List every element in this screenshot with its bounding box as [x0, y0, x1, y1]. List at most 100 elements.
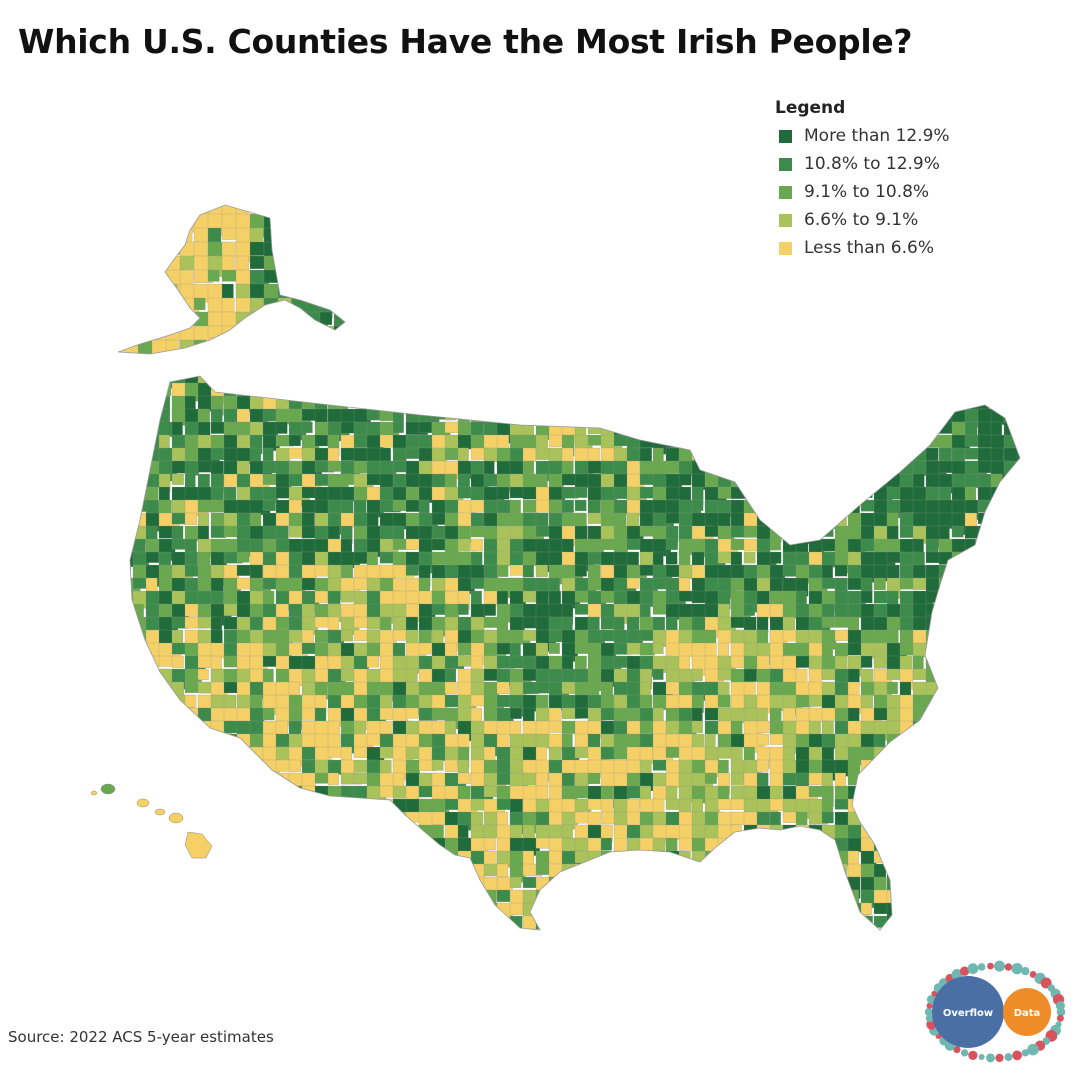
county-cell[interactable]: [548, 408, 571, 429]
county-cell[interactable]: [587, 382, 604, 394]
county-cell[interactable]: [379, 863, 400, 877]
county-cell[interactable]: [561, 681, 578, 694]
county-cell[interactable]: [587, 902, 606, 925]
county-cell[interactable]: [340, 382, 361, 402]
county-cell[interactable]: [652, 421, 674, 434]
county-cell[interactable]: [587, 370, 608, 387]
county-cell[interactable]: [769, 655, 784, 669]
county-cell[interactable]: [340, 370, 356, 389]
county-cell[interactable]: [548, 370, 571, 390]
county-cell[interactable]: [613, 746, 630, 760]
county-cell[interactable]: [977, 694, 992, 711]
county-cell[interactable]: [977, 551, 992, 569]
county-cell[interactable]: [1003, 850, 1025, 863]
county-cell[interactable]: [834, 499, 852, 511]
county-cell[interactable]: [262, 577, 277, 590]
county-cell[interactable]: [977, 603, 992, 618]
county-cell[interactable]: [249, 382, 263, 395]
county-cell[interactable]: [938, 746, 961, 767]
county-cell[interactable]: [327, 824, 349, 841]
county-cell[interactable]: [912, 824, 930, 842]
county-cell[interactable]: [535, 564, 548, 577]
county-cell[interactable]: [1016, 499, 1036, 522]
county-cell[interactable]: [795, 512, 807, 535]
county-cell[interactable]: [743, 473, 763, 495]
county-cell[interactable]: [1003, 590, 1020, 604]
county-cell[interactable]: [291, 200, 309, 222]
county-cell[interactable]: [120, 655, 137, 679]
county-cell[interactable]: [1016, 902, 1028, 925]
county-cell[interactable]: [730, 408, 742, 425]
county-cell[interactable]: [123, 283, 148, 296]
county-cell[interactable]: [210, 486, 224, 502]
county-cell[interactable]: [145, 746, 158, 766]
county-cell[interactable]: [291, 339, 314, 354]
county-cell[interactable]: [132, 837, 149, 861]
county-cell[interactable]: [925, 798, 941, 813]
county-cell[interactable]: [860, 590, 873, 604]
county-cell[interactable]: [193, 297, 206, 310]
county-cell[interactable]: [197, 772, 213, 793]
county-cell[interactable]: [561, 889, 578, 905]
county-cell[interactable]: [158, 668, 173, 685]
county-cell[interactable]: [769, 421, 792, 443]
county-cell[interactable]: [171, 759, 191, 783]
county-cell[interactable]: [327, 902, 343, 917]
county-cell[interactable]: [444, 382, 465, 405]
county-cell[interactable]: [782, 850, 797, 868]
county-cell[interactable]: [171, 733, 190, 747]
county-cell[interactable]: [110, 213, 123, 234]
county-cell[interactable]: [120, 759, 134, 777]
county-cell[interactable]: [277, 227, 294, 250]
county-cell[interactable]: [730, 824, 742, 847]
county-cell[interactable]: [1016, 395, 1029, 416]
county-cell[interactable]: [132, 421, 148, 444]
county-cell[interactable]: [275, 668, 290, 683]
county-cell[interactable]: [938, 590, 951, 610]
county-cell[interactable]: [899, 902, 919, 914]
county-cell[interactable]: [165, 311, 185, 331]
county-cell[interactable]: [470, 538, 483, 552]
county-cell[interactable]: [457, 370, 473, 386]
county-cell[interactable]: [1003, 785, 1019, 807]
county-cell[interactable]: [1003, 733, 1016, 748]
county-cell[interactable]: [743, 395, 764, 413]
county-cell[interactable]: [1016, 733, 1030, 751]
county-cell[interactable]: [938, 629, 961, 647]
county-cell[interactable]: [548, 889, 567, 905]
county-cell[interactable]: [319, 339, 336, 356]
county-cell[interactable]: [795, 408, 809, 431]
county-cell[interactable]: [327, 928, 347, 950]
county-cell[interactable]: [275, 525, 289, 541]
county-cell[interactable]: [184, 889, 207, 910]
county-cell[interactable]: [964, 889, 977, 905]
county-cell[interactable]: [977, 733, 996, 745]
county-cell[interactable]: [756, 421, 779, 441]
county-cell[interactable]: [288, 447, 303, 459]
county-cell[interactable]: [132, 382, 145, 395]
county-cell[interactable]: [743, 850, 764, 873]
county-cell[interactable]: [319, 283, 340, 297]
county-cell[interactable]: [348, 312, 363, 323]
county-cell[interactable]: [184, 525, 199, 542]
county-cell[interactable]: [431, 863, 453, 885]
county-cell[interactable]: [249, 902, 272, 920]
county-cell[interactable]: [132, 746, 145, 767]
county-cell[interactable]: [782, 915, 796, 928]
county-cell[interactable]: [886, 928, 908, 945]
county-cell[interactable]: [951, 668, 969, 681]
county-cell[interactable]: [210, 759, 223, 772]
county-cell[interactable]: [457, 902, 474, 916]
county-cell[interactable]: [756, 434, 775, 450]
county-cell[interactable]: [613, 837, 627, 852]
county-cell[interactable]: [626, 850, 642, 865]
county-cell[interactable]: [120, 616, 134, 639]
county-cell[interactable]: [1016, 421, 1036, 441]
county-cell[interactable]: [678, 850, 691, 870]
county-cell[interactable]: [235, 339, 259, 354]
county-cell[interactable]: [847, 395, 861, 410]
county-cell[interactable]: [132, 759, 152, 777]
county-cell[interactable]: [301, 811, 318, 827]
county-cell[interactable]: [470, 382, 483, 405]
county-cell[interactable]: [496, 408, 518, 422]
